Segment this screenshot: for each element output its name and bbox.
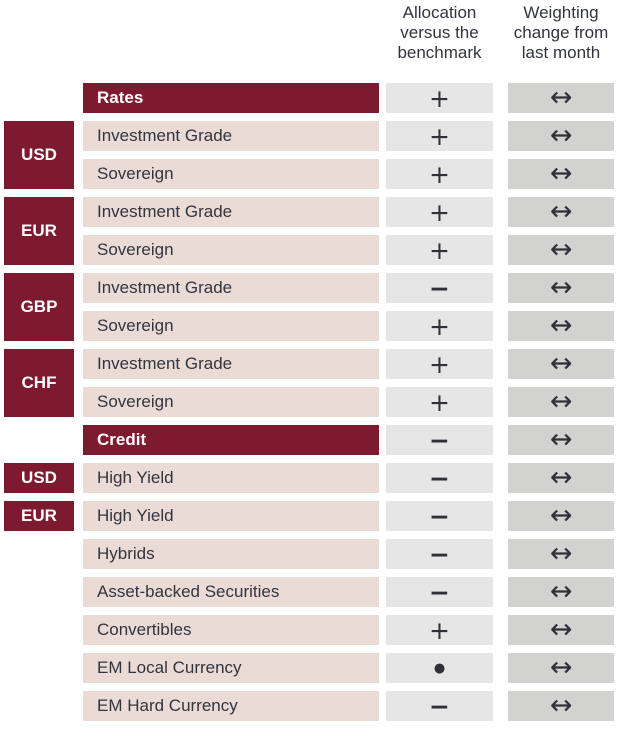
currency-badge: EUR xyxy=(4,197,74,265)
plus-symbol-icon: + xyxy=(429,83,450,113)
left-right-arrow-icon: ↔ xyxy=(549,689,573,721)
row-label: EM Hard Currency xyxy=(83,691,379,721)
plus-symbol-icon: + xyxy=(429,121,450,151)
allocation-column-header: Allocation versus the benchmark xyxy=(397,3,482,62)
weighting-cell: ↔ xyxy=(508,159,614,189)
allocation-cell: + xyxy=(386,349,493,379)
left-right-arrow-icon: ↔ xyxy=(549,309,573,341)
allocation-cell: + xyxy=(386,387,493,417)
weighting-cell: ↔ xyxy=(508,577,614,607)
allocation-cell: − xyxy=(386,273,493,303)
left-right-arrow-icon: ↔ xyxy=(549,195,573,227)
minus-symbol-icon: − xyxy=(429,539,450,569)
currency-badge: USD xyxy=(4,121,74,189)
allocation-cell: − xyxy=(386,501,493,531)
left-right-arrow-icon: ↔ xyxy=(549,461,573,493)
weighting-cell: ↔ xyxy=(508,121,614,151)
allocation-cell: + xyxy=(386,121,493,151)
left-right-arrow-icon: ↔ xyxy=(549,157,573,189)
minus-symbol-icon: − xyxy=(429,273,450,303)
row-label: Convertibles xyxy=(83,615,379,645)
minus-symbol-icon: − xyxy=(429,501,450,531)
left-right-arrow-icon: ↔ xyxy=(549,423,573,455)
allocation-cell: ● xyxy=(386,653,493,683)
row-label: Sovereign xyxy=(83,159,379,189)
left-right-arrow-icon: ↔ xyxy=(549,81,573,113)
allocation-cell: + xyxy=(386,159,493,189)
row-label: Hybrids xyxy=(83,539,379,569)
row-label: Investment Grade xyxy=(83,349,379,379)
left-right-arrow-icon: ↔ xyxy=(549,385,573,417)
section-header: Rates xyxy=(83,83,379,113)
left-right-arrow-icon: ↔ xyxy=(549,537,573,569)
left-right-arrow-icon: ↔ xyxy=(549,119,573,151)
allocation-cell: − xyxy=(386,425,493,455)
minus-symbol-icon: − xyxy=(429,425,450,455)
allocation-cell: + xyxy=(386,615,493,645)
row-label: Investment Grade xyxy=(83,121,379,151)
left-right-arrow-icon: ↔ xyxy=(549,651,573,683)
allocation-cell: − xyxy=(386,691,493,721)
currency-badge: GBP xyxy=(4,273,74,341)
plus-symbol-icon: + xyxy=(429,311,450,341)
neutral-symbol-icon: ● xyxy=(433,660,446,676)
plus-symbol-icon: + xyxy=(429,387,450,417)
weighting-cell: ↔ xyxy=(508,83,614,113)
row-label: EM Local Currency xyxy=(83,653,379,683)
left-right-arrow-icon: ↔ xyxy=(549,271,573,303)
weighting-cell: ↔ xyxy=(508,273,614,303)
weighting-cell: ↔ xyxy=(508,691,614,721)
left-right-arrow-icon: ↔ xyxy=(549,575,573,607)
row-label: Sovereign xyxy=(83,311,379,341)
left-right-arrow-icon: ↔ xyxy=(549,613,573,645)
currency-badge: CHF xyxy=(4,349,74,417)
weighting-cell: ↔ xyxy=(508,501,614,531)
weighting-cell: ↔ xyxy=(508,463,614,493)
weighting-cell: ↔ xyxy=(508,311,614,341)
allocation-cell: − xyxy=(386,577,493,607)
plus-symbol-icon: + xyxy=(429,197,450,227)
currency-badge: USD xyxy=(4,463,74,493)
weighting-cell: ↔ xyxy=(508,615,614,645)
left-right-arrow-icon: ↔ xyxy=(549,347,573,379)
weighting-cell: ↔ xyxy=(508,197,614,227)
plus-symbol-icon: + xyxy=(429,615,450,645)
row-label: Asset-backed Securities xyxy=(83,577,379,607)
currency-badge: EUR xyxy=(4,501,74,531)
allocation-cell: + xyxy=(386,311,493,341)
row-label: High Yield xyxy=(83,501,379,531)
weighting-cell: ↔ xyxy=(508,653,614,683)
plus-symbol-icon: + xyxy=(429,235,450,265)
weighting-cell: ↔ xyxy=(508,349,614,379)
minus-symbol-icon: − xyxy=(429,577,450,607)
left-right-arrow-icon: ↔ xyxy=(549,233,573,265)
weighting-cell: ↔ xyxy=(508,425,614,455)
plus-symbol-icon: + xyxy=(429,159,450,189)
row-label: Sovereign xyxy=(83,235,379,265)
section-header: Credit xyxy=(83,425,379,455)
allocation-cell: + xyxy=(386,83,493,113)
weighting-cell: ↔ xyxy=(508,235,614,265)
weighting-cell: ↔ xyxy=(508,387,614,417)
minus-symbol-icon: − xyxy=(429,463,450,493)
allocation-cell: + xyxy=(386,235,493,265)
allocation-cell: + xyxy=(386,197,493,227)
row-label: High Yield xyxy=(83,463,379,493)
weighting-column-header: Weighting change from last month xyxy=(513,3,609,62)
weighting-cell: ↔ xyxy=(508,539,614,569)
row-label: Investment Grade xyxy=(83,273,379,303)
plus-symbol-icon: + xyxy=(429,349,450,379)
allocation-cell: − xyxy=(386,463,493,493)
row-label: Investment Grade xyxy=(83,197,379,227)
minus-symbol-icon: − xyxy=(429,691,450,721)
row-label: Sovereign xyxy=(83,387,379,417)
left-right-arrow-icon: ↔ xyxy=(549,499,573,531)
allocation-cell: − xyxy=(386,539,493,569)
